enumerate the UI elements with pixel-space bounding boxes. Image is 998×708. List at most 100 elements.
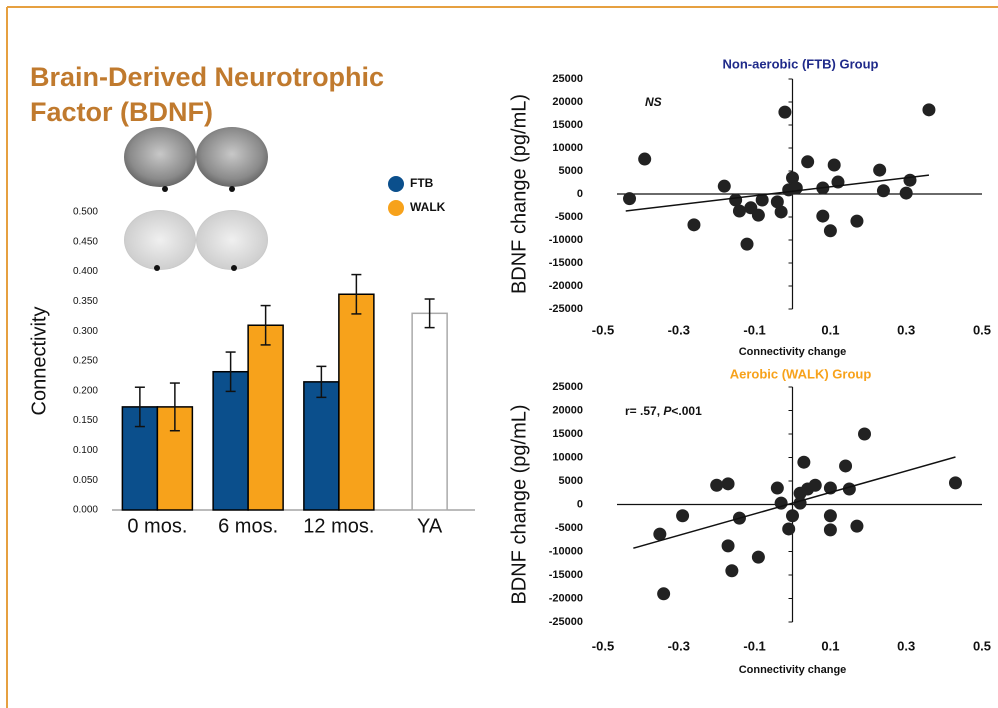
point — [794, 497, 807, 510]
x-tick-label: 6 mos. — [218, 515, 278, 537]
x-tick-label: 0.3 — [897, 322, 915, 337]
y-tick-label: 0.450 — [73, 236, 98, 247]
annotation-part: r= .57, — [625, 404, 663, 418]
x-tick-label: -0.5 — [592, 322, 614, 337]
y-axis-label: BDNF change (pg/mL) — [508, 404, 530, 604]
y-tick-label: 20000 — [552, 404, 583, 416]
y-tick-label: 0.250 — [73, 356, 98, 367]
bar — [213, 372, 248, 510]
x-axis-label: Connectivity change — [739, 346, 847, 358]
point — [722, 477, 735, 490]
y-tick-label: 0 — [577, 188, 583, 200]
x-tick-label: -0.5 — [592, 638, 614, 653]
y-tick-label: 20000 — [552, 96, 583, 108]
point — [839, 459, 852, 472]
point — [900, 187, 913, 200]
legend-label: WALK — [410, 200, 446, 214]
point — [710, 479, 723, 492]
point — [903, 174, 916, 187]
annotation: r= .57, P<.001 — [625, 404, 702, 418]
point — [638, 153, 651, 166]
point — [775, 205, 788, 218]
y-tick-label: 10000 — [552, 142, 583, 154]
y-tick-label: 0.050 — [73, 475, 98, 486]
y-tick-label: 25000 — [552, 381, 583, 393]
point — [824, 509, 837, 522]
x-tick-label: YA — [417, 515, 443, 537]
brain-spot — [229, 186, 235, 192]
point — [824, 224, 837, 237]
brain-lateral-left — [124, 127, 196, 187]
point — [741, 238, 754, 251]
brain-images — [124, 127, 268, 271]
y-tick-label: 15000 — [552, 428, 583, 440]
y-tick-label: 0.000 — [73, 505, 98, 516]
bar — [304, 382, 339, 510]
point — [850, 520, 863, 533]
y-tick-label: -15000 — [549, 257, 583, 269]
y-tick-label: 0.300 — [73, 326, 98, 337]
y-tick-label: 25000 — [552, 73, 583, 85]
y-tick-label: 0.500 — [73, 207, 98, 218]
y-tick-label: 15000 — [552, 119, 583, 131]
y-tick-label: -10000 — [549, 545, 583, 557]
point — [778, 106, 791, 119]
point — [824, 523, 837, 536]
chart-title: Aerobic (WALK) Group — [730, 366, 872, 381]
x-tick-label: -0.1 — [743, 638, 765, 653]
slide: 0.0000.0500.1000.1500.2000.2500.3000.350… — [0, 0, 998, 708]
point — [729, 193, 742, 206]
brain-spot — [154, 265, 160, 271]
y-tick-label: 5000 — [559, 165, 583, 177]
point — [949, 476, 962, 489]
y-tick-label: 0.200 — [73, 385, 98, 396]
point — [752, 209, 765, 222]
chart-title: Non-aerobic (FTB) Group — [723, 56, 879, 71]
x-tick-label: 12 mos. — [303, 515, 374, 537]
point — [858, 428, 871, 441]
y-tick-label: 0.350 — [73, 296, 98, 307]
point — [786, 509, 799, 522]
x-tick-label: 0.5 — [973, 638, 991, 653]
point — [828, 159, 841, 172]
legend-marker — [388, 200, 404, 216]
point — [877, 184, 890, 197]
point — [771, 482, 784, 495]
bar — [412, 313, 447, 510]
point — [657, 587, 670, 600]
y-tick-label: -25000 — [549, 616, 583, 628]
x-tick-label: 0 mos. — [127, 515, 187, 537]
point — [797, 456, 810, 469]
point — [873, 164, 886, 177]
x-tick-label: 0.1 — [821, 322, 839, 337]
point — [790, 182, 803, 195]
x-tick-label: 0.5 — [973, 322, 991, 337]
x-tick-label: -0.3 — [668, 322, 690, 337]
legend-marker — [388, 176, 404, 192]
y-tick-label: 0.100 — [73, 445, 98, 456]
y-tick-label: -5000 — [555, 522, 583, 534]
y-tick-label: -20000 — [549, 592, 583, 604]
y-tick-label: 10000 — [552, 451, 583, 463]
brain-spot — [231, 265, 237, 271]
point — [782, 522, 795, 535]
point — [725, 564, 738, 577]
point — [687, 218, 700, 231]
x-tick-label: -0.3 — [668, 638, 690, 653]
point — [816, 210, 829, 223]
y-tick-label: -15000 — [549, 569, 583, 581]
y-tick-label: -25000 — [549, 303, 583, 315]
annotation: NS — [645, 95, 662, 109]
x-tick-label: 0.1 — [821, 638, 839, 653]
fit-line — [633, 457, 955, 548]
point — [733, 205, 746, 218]
annotation-part: <.001 — [671, 404, 702, 418]
point — [718, 180, 731, 193]
x-tick-label: 0.3 — [897, 638, 915, 653]
y-tick-label: 0.400 — [73, 266, 98, 277]
y-tick-label: 0.150 — [73, 415, 98, 426]
brain-lateral-right — [196, 127, 268, 187]
x-tick-label: -0.1 — [743, 322, 765, 337]
bar — [339, 294, 374, 510]
y-tick-label: 5000 — [559, 475, 583, 487]
